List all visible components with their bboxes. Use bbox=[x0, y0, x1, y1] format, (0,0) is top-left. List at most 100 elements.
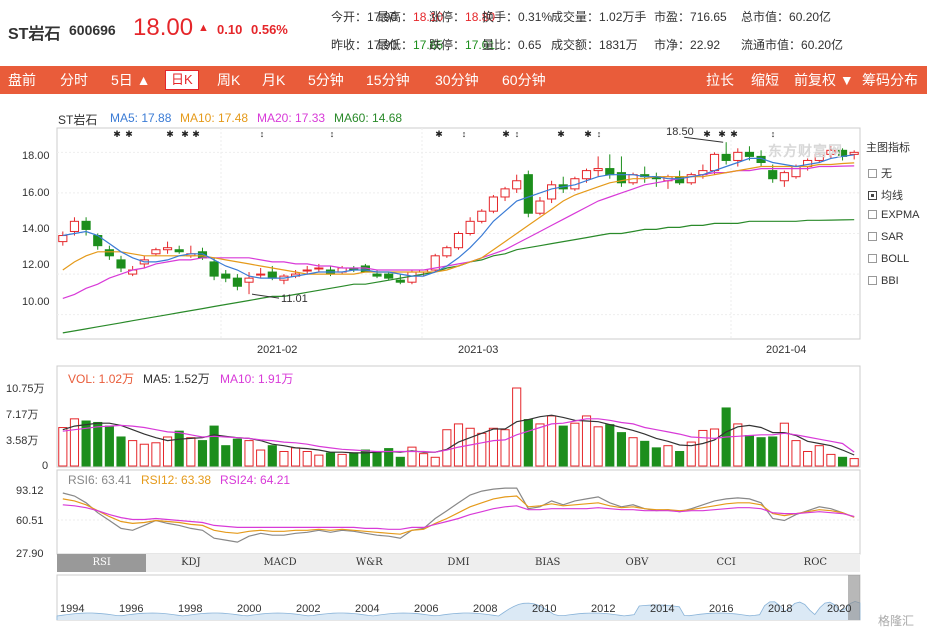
tab-2[interactable]: 5日 ▲ bbox=[111, 72, 151, 88]
indicator-tab-rsi[interactable]: RSI bbox=[57, 554, 147, 572]
year-tick: 2016 bbox=[709, 603, 734, 615]
price-y-tick: 12.00 bbox=[22, 259, 50, 271]
volume-bar bbox=[244, 440, 254, 467]
checkbox-icon[interactable] bbox=[868, 169, 877, 178]
event-marker-icon: ↕ bbox=[597, 129, 602, 139]
side-menu-item[interactable]: SAR bbox=[868, 231, 904, 243]
tab-3[interactable]: 日K bbox=[165, 70, 199, 90]
stock-name: ST岩石 bbox=[8, 26, 61, 43]
checkbox-icon[interactable] bbox=[868, 191, 877, 200]
event-marker-icon: ✱ bbox=[192, 129, 200, 139]
volume-y-tick: 7.17万 bbox=[6, 409, 39, 421]
checkbox-icon[interactable] bbox=[868, 276, 877, 285]
candle-body bbox=[244, 277, 254, 283]
volume-bar bbox=[256, 449, 266, 467]
volume-bar bbox=[349, 452, 359, 467]
year-tick: 1994 bbox=[60, 603, 85, 615]
volume-bar bbox=[593, 426, 603, 467]
quote-label: 换手： bbox=[482, 10, 519, 24]
quote-label: 成交量： bbox=[551, 10, 600, 24]
quote-item: 市净：22.92 bbox=[654, 36, 720, 53]
indicator-tab-obv[interactable]: OBV bbox=[592, 554, 682, 572]
rsi-panel-frame bbox=[56, 469, 861, 555]
event-marker-icon: ↕ bbox=[515, 129, 520, 139]
indicator-tab-kdj[interactable]: KDJ bbox=[146, 554, 236, 572]
tab-8[interactable]: 30分钟 bbox=[435, 72, 479, 88]
tab-right-0[interactable]: 拉长 bbox=[706, 72, 734, 88]
tab-1[interactable]: 分时 bbox=[60, 72, 88, 88]
rsi-y-tick: 27.90 bbox=[16, 548, 44, 560]
volume-bar bbox=[104, 425, 114, 467]
tab-7[interactable]: 15分钟 bbox=[366, 72, 410, 88]
indicator-tab-macd[interactable]: MACD bbox=[235, 554, 325, 572]
volume-bar bbox=[197, 440, 208, 467]
tab-right-2[interactable]: 前复权 ▼ bbox=[794, 72, 854, 88]
side-menu-item[interactable]: 均线 bbox=[868, 187, 903, 203]
event-marker-icon: ✱ bbox=[125, 129, 133, 139]
volume-bar bbox=[232, 438, 242, 467]
candle-body bbox=[209, 261, 219, 277]
date-x-tick: 2021-02 bbox=[257, 344, 298, 356]
candle-body bbox=[535, 200, 545, 214]
ma5-line bbox=[62, 154, 855, 279]
checkbox-icon[interactable] bbox=[868, 210, 877, 219]
candle-body bbox=[430, 255, 440, 271]
tab-4[interactable]: 周K bbox=[217, 72, 241, 88]
volume-bar bbox=[547, 415, 557, 467]
candle-body bbox=[686, 174, 696, 184]
candle-body bbox=[547, 184, 557, 200]
side-menu-label: 无 bbox=[881, 168, 892, 180]
quote-item: 最低：17.65 bbox=[377, 36, 443, 53]
volume-bar bbox=[803, 450, 813, 467]
candle-body bbox=[593, 168, 603, 172]
tab-right-1[interactable]: 缩短 bbox=[751, 72, 779, 88]
volume-bar bbox=[151, 442, 161, 467]
side-menu-item[interactable]: BBI bbox=[868, 275, 899, 287]
indicator-tab-cci[interactable]: CCI bbox=[681, 554, 771, 572]
quote-label: 市净： bbox=[654, 38, 691, 52]
volume-ma10-line bbox=[62, 418, 855, 453]
volume-y-tick: 0 bbox=[42, 460, 49, 472]
volume-bar bbox=[186, 437, 196, 467]
event-marker-icon: ✱ bbox=[557, 129, 565, 139]
volume-bar bbox=[162, 436, 173, 467]
checkbox-icon[interactable] bbox=[868, 254, 877, 263]
quote-value: 17.90 bbox=[367, 38, 398, 52]
year-tick: 2010 bbox=[532, 603, 557, 615]
tab-0[interactable]: 盘前 bbox=[8, 72, 36, 88]
legend-rsi12: RSI12: 63.38 bbox=[141, 473, 212, 487]
checkbox-icon[interactable] bbox=[868, 232, 877, 241]
volume-bar bbox=[69, 418, 80, 467]
candle-body bbox=[151, 249, 161, 255]
tab-9[interactable]: 60分钟 bbox=[502, 72, 546, 88]
volume-bar bbox=[651, 447, 661, 467]
indicator-tab-dmi[interactable]: DMI bbox=[413, 554, 504, 572]
indicator-tab-roc[interactable]: ROC bbox=[770, 554, 860, 572]
side-menu-item[interactable]: EXPMA bbox=[868, 209, 920, 221]
candle-body bbox=[733, 151, 743, 161]
volume-bar bbox=[174, 430, 184, 467]
period-tab-bar: 盘前 分时 5日 ▲ 日K 周K 月K 5分钟 15分钟 30分钟 60分钟 拉长 缩短 前复权 ▼ 筹码… bbox=[0, 66, 927, 94]
volume-panel-frame bbox=[56, 365, 861, 468]
event-marker-icon: ✱ bbox=[584, 129, 592, 139]
side-menu-item[interactable]: BOLL bbox=[868, 253, 909, 265]
quote-item: 总市值：60.20亿 bbox=[741, 8, 831, 25]
quote-label: 市盈： bbox=[654, 10, 691, 24]
side-menu-item[interactable]: 无 bbox=[868, 165, 892, 181]
quote-label: 跌停： bbox=[429, 38, 466, 52]
candle-body bbox=[477, 210, 487, 222]
volume-bar bbox=[395, 456, 405, 467]
legend-rsi24: RSI24: 64.21 bbox=[220, 473, 291, 487]
event-marker-icon: ✱ bbox=[718, 129, 726, 139]
candle-body bbox=[174, 249, 184, 253]
tab-6[interactable]: 5分钟 bbox=[308, 72, 344, 88]
overview-area bbox=[56, 600, 861, 620]
candle-body bbox=[116, 259, 126, 269]
indicator-tab-bias[interactable]: BIAS bbox=[503, 554, 593, 572]
event-marker-icon: ✱ bbox=[435, 129, 443, 139]
quote-header: ST岩石 600696 18.00 ▲ 0.10 0.56% 今开：17.90 最… bbox=[0, 0, 927, 66]
indicator-tab-w-r[interactable]: W&R bbox=[324, 554, 414, 572]
tab-right-3[interactable]: 筹码分布 bbox=[862, 72, 918, 88]
tab-5[interactable]: 月K bbox=[262, 72, 286, 88]
